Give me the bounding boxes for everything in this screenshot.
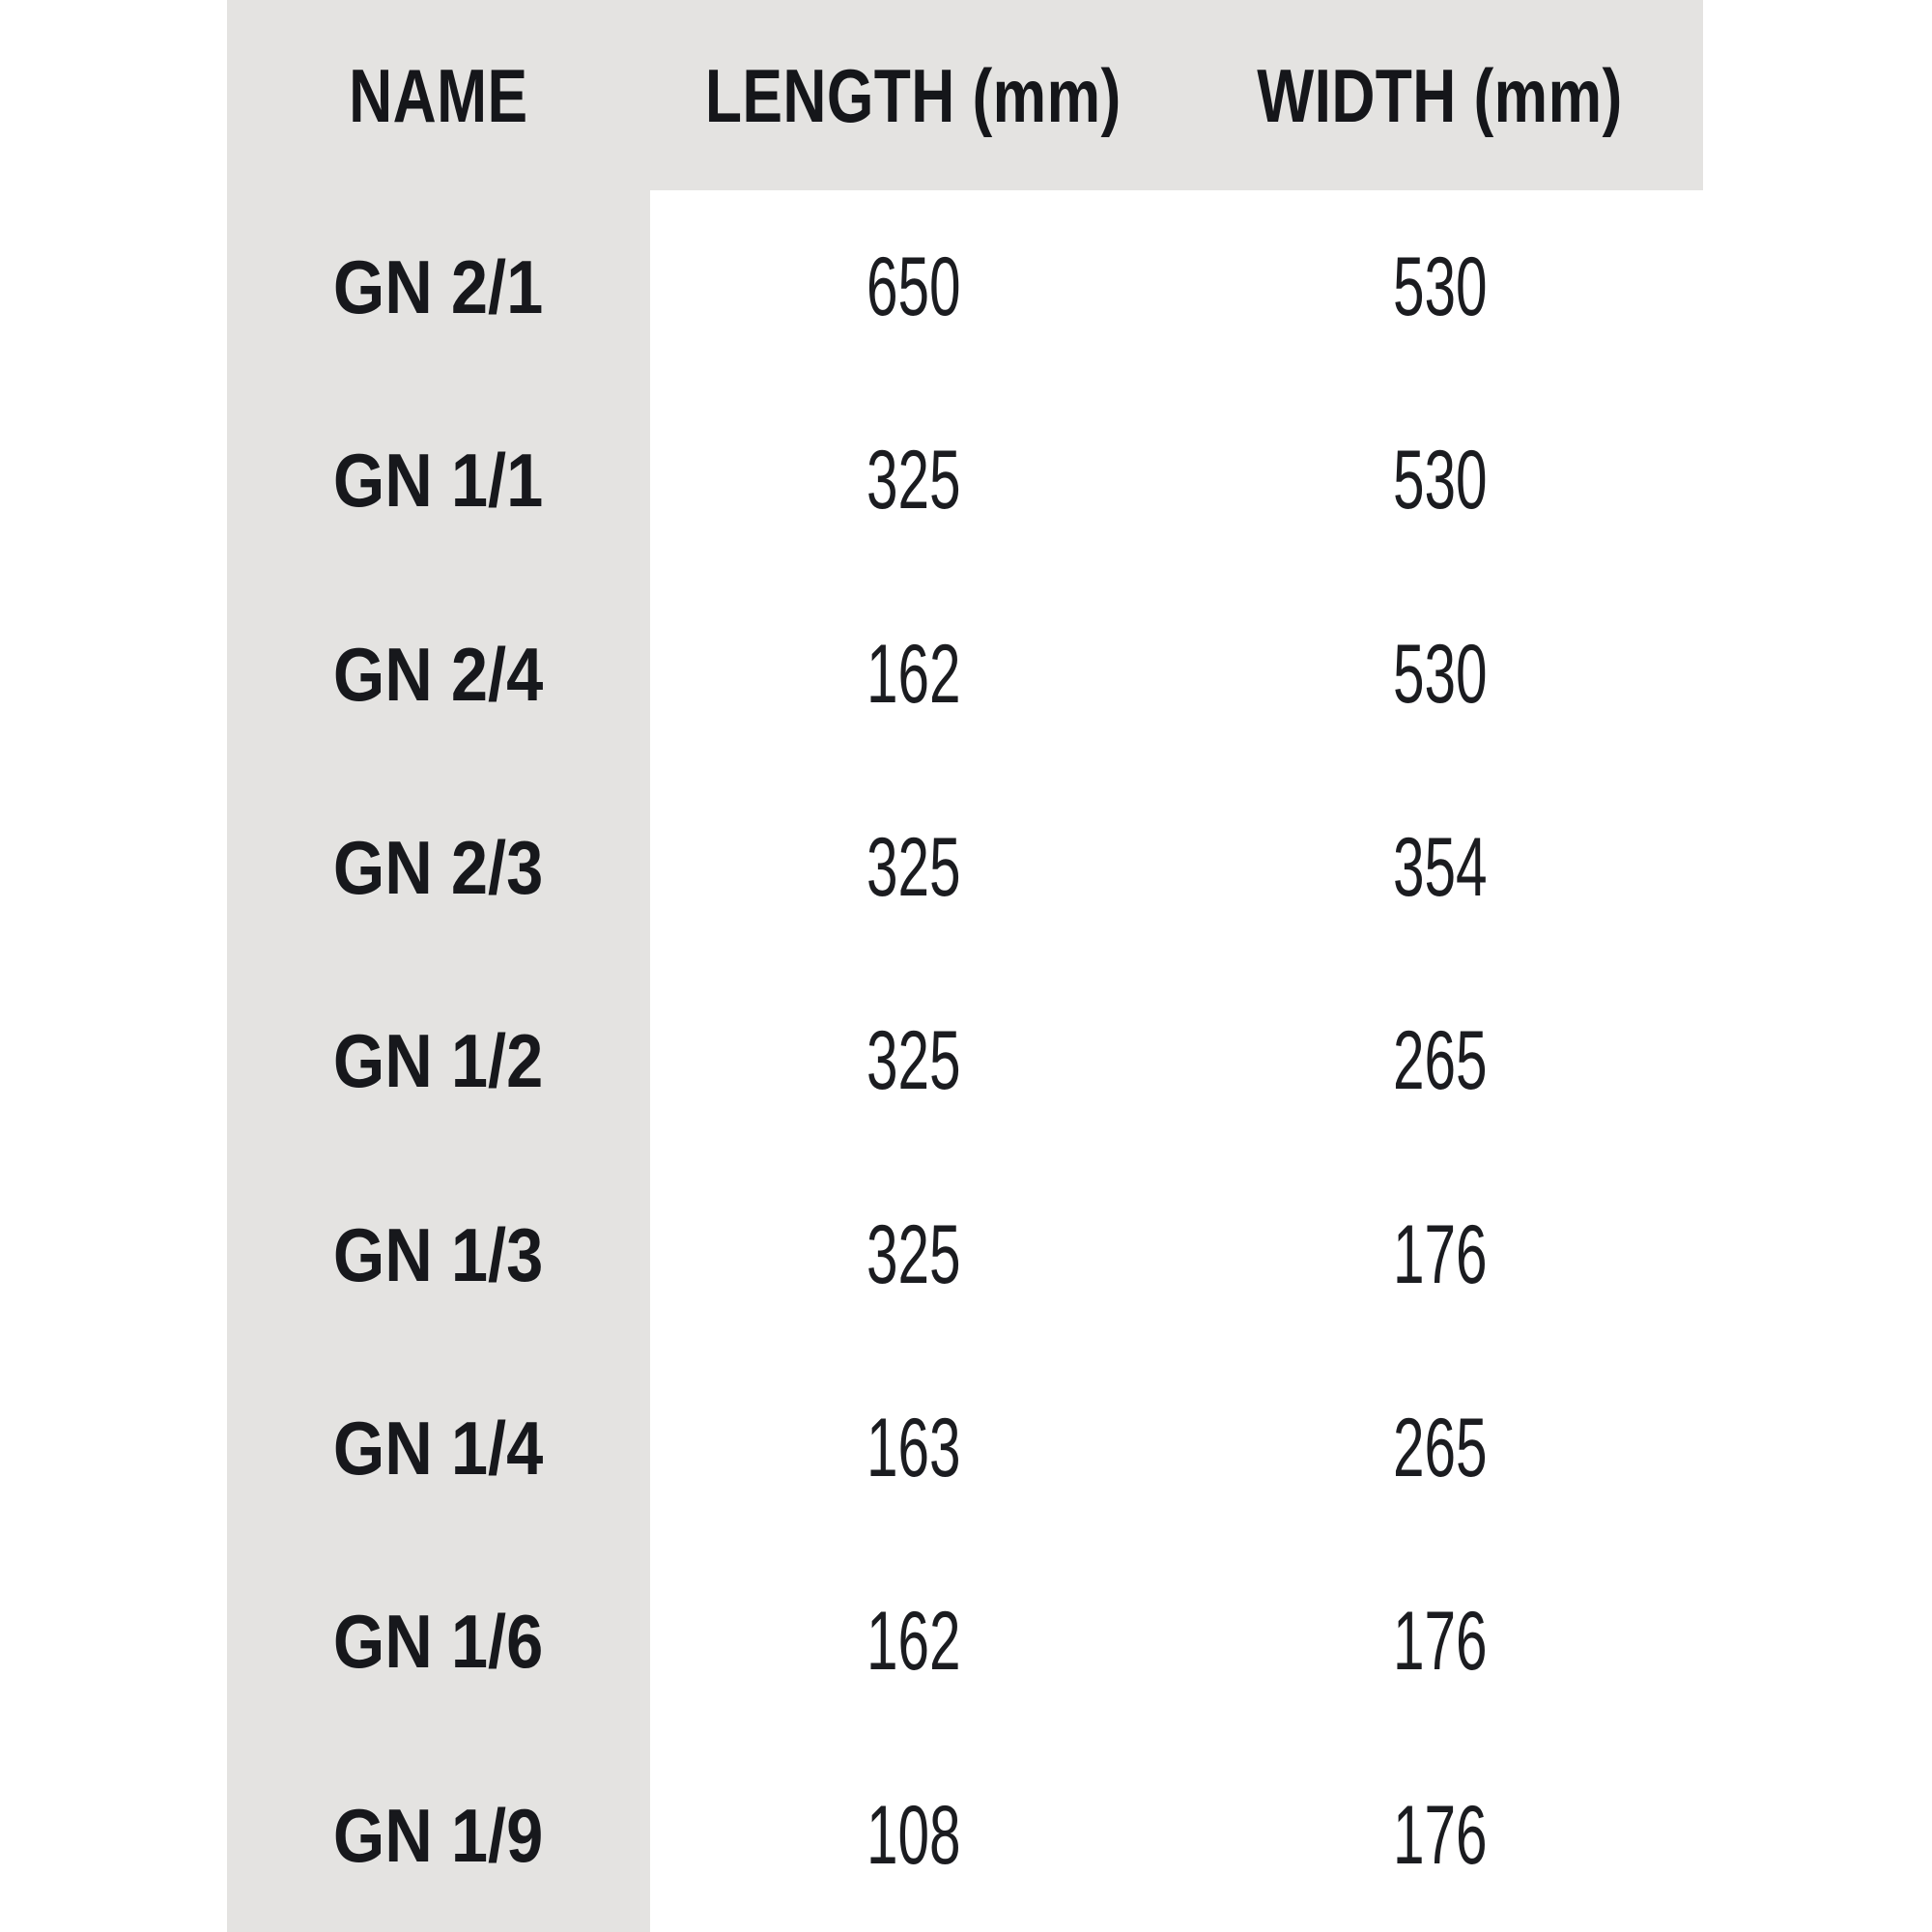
cell-length: 325 (650, 1158, 1177, 1351)
table-header-row: NAME LENGTH (mm) WIDTH (mm) (227, 0, 1703, 190)
cell-width-value: 176 (1392, 1788, 1488, 1882)
cell-length: 163 (650, 1351, 1177, 1545)
cell-width-value: 265 (1392, 1014, 1488, 1108)
cell-width: 530 (1177, 190, 1703, 384)
cell-width: 176 (1177, 1158, 1703, 1351)
cell-length-value: 650 (866, 241, 961, 334)
column-header-width-label: WIDTH (mm) (1257, 52, 1623, 138)
cell-name: GN 1/6 (227, 1545, 650, 1738)
cell-width-value: 530 (1392, 241, 1488, 334)
cell-length-value: 108 (866, 1788, 961, 1882)
column-header-width: WIDTH (mm) (1177, 0, 1703, 190)
dimensions-table: NAME LENGTH (mm) WIDTH (mm) GN 2/1 650 530… (227, 0, 1703, 1932)
cell-width-value: 530 (1392, 434, 1488, 527)
cell-width-value: 176 (1392, 1208, 1488, 1301)
cell-name: GN 2/3 (227, 771, 650, 964)
column-header-length-label: LENGTH (mm) (705, 52, 1122, 138)
cell-width-value: 354 (1392, 821, 1488, 915)
table-row: GN 2/4 162 530 (227, 578, 1703, 771)
table-row: GN 1/9 108 176 (227, 1739, 1703, 1932)
cell-name-label: GN 1/9 (333, 1792, 544, 1878)
cell-width-value: 176 (1392, 1595, 1488, 1689)
cell-width: 265 (1177, 964, 1703, 1157)
table-row: GN 1/4 163 265 (227, 1351, 1703, 1545)
cell-length-value: 325 (866, 434, 961, 527)
cell-name: GN 1/4 (227, 1351, 650, 1545)
cell-length: 325 (650, 384, 1177, 577)
cell-length-value: 325 (866, 1208, 961, 1301)
cell-name-label: GN 2/3 (333, 825, 544, 911)
cell-name-label: GN 1/3 (333, 1211, 544, 1297)
cell-length: 325 (650, 964, 1177, 1157)
cell-width-value: 530 (1392, 627, 1488, 721)
cell-name-label: GN 2/1 (333, 244, 544, 330)
cell-width: 176 (1177, 1739, 1703, 1932)
cell-width-value: 265 (1392, 1402, 1488, 1495)
cell-name-label: GN 1/1 (333, 438, 544, 524)
cell-length-value: 325 (866, 1014, 961, 1108)
cell-length-value: 325 (866, 821, 961, 915)
cell-width: 530 (1177, 578, 1703, 771)
cell-width: 530 (1177, 384, 1703, 577)
table-row: GN 1/3 325 176 (227, 1158, 1703, 1351)
cell-name: GN 1/9 (227, 1739, 650, 1932)
cell-name: GN 1/1 (227, 384, 650, 577)
cell-name-label: GN 2/4 (333, 631, 544, 717)
cell-name: GN 1/3 (227, 1158, 650, 1351)
cell-width: 265 (1177, 1351, 1703, 1545)
cell-name-label: GN 1/6 (333, 1599, 544, 1685)
cell-length: 162 (650, 578, 1177, 771)
cell-length: 162 (650, 1545, 1177, 1738)
table-row: GN 1/1 325 530 (227, 384, 1703, 577)
table-row: GN 2/3 325 354 (227, 771, 1703, 964)
cell-length-value: 163 (866, 1402, 961, 1495)
cell-length-value: 162 (866, 1595, 961, 1689)
header-row-shading (227, 0, 1703, 190)
cell-name-label: GN 1/2 (333, 1018, 544, 1104)
name-column-shading (227, 0, 650, 1932)
cell-length: 325 (650, 771, 1177, 964)
cell-width: 176 (1177, 1545, 1703, 1738)
cell-length-value: 162 (866, 627, 961, 721)
table-row: GN 1/6 162 176 (227, 1545, 1703, 1738)
cell-length: 650 (650, 190, 1177, 384)
table-row: GN 1/2 325 265 (227, 964, 1703, 1157)
cell-name-label: GN 1/4 (333, 1406, 544, 1492)
cell-length: 108 (650, 1739, 1177, 1932)
table-row: GN 2/1 650 530 (227, 190, 1703, 384)
column-header-length: LENGTH (mm) (650, 0, 1177, 190)
cell-name: GN 1/2 (227, 964, 650, 1157)
cell-name: GN 2/4 (227, 578, 650, 771)
cell-width: 354 (1177, 771, 1703, 964)
column-header-name-label: NAME (349, 52, 528, 138)
column-header-name: NAME (227, 0, 650, 190)
cell-name: GN 2/1 (227, 190, 650, 384)
